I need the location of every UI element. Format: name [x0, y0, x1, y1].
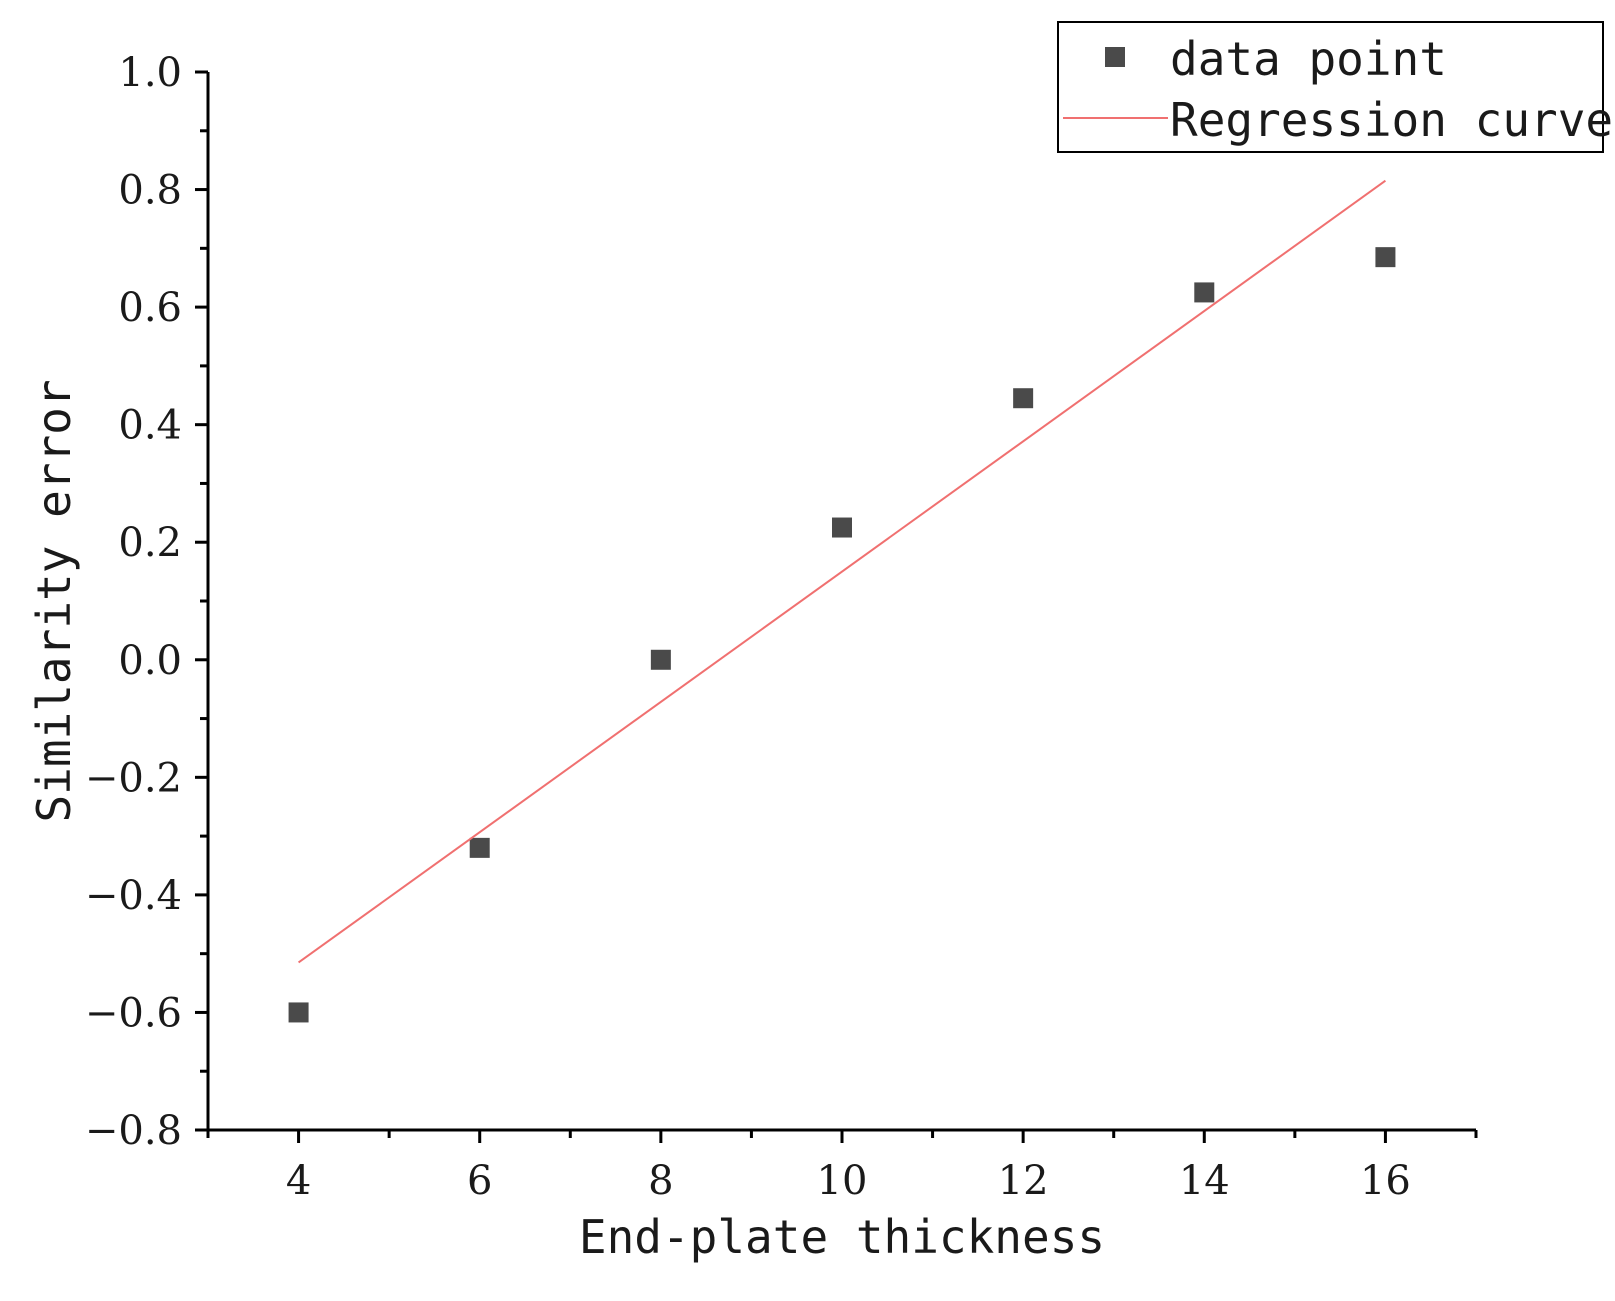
x-tick-label: 14 — [1179, 1158, 1230, 1204]
x-tick-label: 10 — [817, 1158, 868, 1204]
data-point — [1375, 247, 1396, 268]
data-point — [1013, 388, 1034, 409]
x-tick-label: 12 — [998, 1158, 1049, 1204]
y-tick-label: −0.4 — [85, 873, 182, 919]
data-point — [288, 1002, 309, 1023]
plot-marks — [288, 179, 1396, 1023]
y-axis-title: Similarity error — [27, 379, 81, 822]
x-tick-label: 8 — [648, 1158, 673, 1204]
data-point — [469, 837, 490, 858]
y-tick-label: 0.4 — [118, 403, 182, 449]
legend-box — [1057, 21, 1604, 153]
y-tick-label: −0.6 — [85, 990, 182, 1036]
y-tick-label: 1.0 — [118, 50, 182, 96]
regression-line — [297, 179, 1387, 964]
x-tick-label: 16 — [1360, 1158, 1411, 1204]
x-axis-title: End-plate thickness — [579, 1210, 1105, 1264]
y-tick-label: 0.8 — [118, 168, 182, 214]
y-tick-label: −0.2 — [85, 755, 182, 801]
data-point — [1194, 282, 1215, 303]
legend-marker-square — [1105, 47, 1125, 67]
y-tick-label: 0.2 — [118, 520, 182, 566]
x-tick-label: 6 — [467, 1158, 492, 1204]
y-tick-label: −0.8 — [85, 1108, 182, 1154]
y-tick-label: 0.0 — [118, 638, 182, 684]
legend-label-data-point: data point — [1170, 32, 1447, 86]
axes: −0.8 −0.6 −0.4 −0.2 0.0 0.2 0.4 0.6 0.8 1.0 4 6 8 10 1… — [27, 50, 1478, 1264]
legend: data point Regression curve — [1057, 21, 1613, 153]
data-point — [832, 517, 852, 538]
legend-label-regression: Regression curve — [1170, 93, 1613, 147]
data-point — [650, 649, 671, 670]
y-tick-label: 0.6 — [118, 285, 182, 331]
x-tick-label: 4 — [286, 1158, 311, 1204]
